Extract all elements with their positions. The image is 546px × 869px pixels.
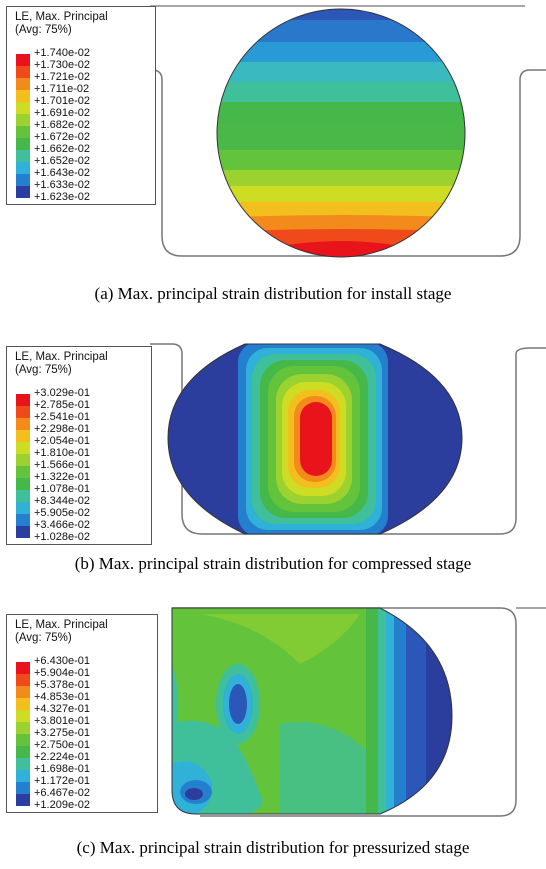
legend-value: +1.633e-02 — [34, 179, 90, 191]
compressed-stage-contour-plot — [150, 343, 546, 535]
seal-cross-section — [168, 344, 462, 534]
legend-value: +1.172e-01 — [34, 775, 90, 787]
panel-pressurized-stage: LE, Max. Principal (Avg: 75%) +6.430e-01… — [0, 604, 546, 869]
legend-subtitle: (Avg: 75%) — [15, 24, 72, 36]
legend-value: +1.643e-02 — [34, 167, 90, 179]
legend-value: +2.541e-01 — [34, 411, 90, 423]
seal-cross-section — [217, 9, 465, 257]
panel-install-stage: LE, Max. Principal (Avg: 75%) +1.740e-02… — [0, 0, 546, 310]
legend-color-bar — [16, 54, 30, 198]
legend-title: LE, Max. Principal — [15, 619, 108, 631]
legend-value: +8.344e-02 — [34, 495, 90, 507]
legend-subtitle: (Avg: 75%) — [15, 364, 72, 376]
legend-value: +2.785e-01 — [34, 399, 90, 411]
legend-value: +1.711e-02 — [34, 83, 90, 95]
legend-value: +1.701e-02 — [34, 95, 90, 107]
legend-pressurized: LE, Max. Principal (Avg: 75%) +6.430e-01… — [6, 614, 158, 813]
legend-value: +1.322e-01 — [34, 471, 90, 483]
legend-value: +1.623e-02 — [34, 191, 90, 203]
legend-value: +5.904e-01 — [34, 667, 90, 679]
legend-title: LE, Max. Principal — [15, 351, 108, 363]
legend-value: +1.721e-02 — [34, 71, 90, 83]
legend-subtitle: (Avg: 75%) — [15, 632, 72, 644]
legend-value: +2.298e-01 — [34, 423, 90, 435]
legend-value: +2.054e-01 — [34, 435, 90, 447]
legend-value: +1.209e-02 — [34, 799, 90, 811]
groove-outline — [172, 607, 517, 817]
caption-install: (a) Max. principal strain distribution f… — [94, 284, 452, 303]
legend-value: +6.467e-02 — [34, 787, 90, 799]
legend-value: +1.730e-02 — [34, 59, 90, 71]
legend-color-bar — [16, 662, 30, 806]
legend-value: +1.691e-02 — [34, 107, 90, 119]
legend-value: +1.682e-02 — [34, 119, 90, 131]
legend-value: +3.466e-02 — [34, 519, 90, 531]
legend-value: +1.652e-02 — [34, 155, 90, 167]
install-stage-contour-plot — [150, 5, 546, 258]
legend-install: LE, Max. Principal (Avg: 75%) +1.740e-02… — [6, 6, 156, 205]
caption-pressurized: (c) Max. principal strain distribution f… — [76, 838, 470, 857]
legend-value: +1.810e-01 — [34, 447, 90, 459]
legend-value: +4.327e-01 — [34, 703, 90, 715]
legend-value: +2.224e-01 — [34, 751, 90, 763]
legend-value: +1.740e-02 — [34, 47, 90, 59]
legend-value: +1.028e-02 — [34, 531, 90, 543]
legend-value: +1.566e-01 — [34, 459, 90, 471]
legend-compressed: LE, Max. Principal (Avg: 75%) +3.029e-01… — [6, 346, 152, 545]
legend-value: +3.029e-01 — [34, 387, 90, 399]
legend-value: +4.853e-01 — [34, 691, 90, 703]
legend-value: +6.430e-01 — [34, 655, 90, 667]
legend-value: +1.698e-01 — [34, 763, 90, 775]
legend-value: +2.750e-01 — [34, 739, 90, 751]
panel-compressed-stage: LE, Max. Principal (Avg: 75%) +3.029e-01… — [0, 338, 546, 600]
pressurized-stage-contour-plot — [171, 607, 546, 817]
legend-value: +3.275e-01 — [34, 727, 90, 739]
legend-title: LE, Max. Principal — [15, 11, 108, 23]
legend-value: +5.905e-02 — [34, 507, 90, 519]
legend-value: +1.078e-01 — [34, 483, 90, 495]
caption-compressed: (b) Max. principal strain distribution f… — [74, 554, 472, 573]
legend-value: +3.801e-01 — [34, 715, 90, 727]
seal-cross-section — [172, 608, 452, 814]
legend-value: +5.378e-01 — [34, 679, 90, 691]
legend-value: +1.672e-02 — [34, 131, 90, 143]
legend-color-bar — [16, 394, 30, 538]
legend-value: +1.662e-02 — [34, 143, 90, 155]
